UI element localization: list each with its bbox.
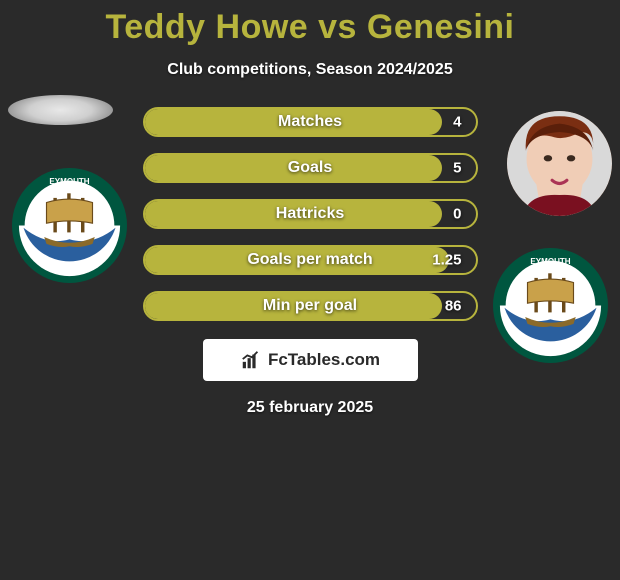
infographic-root: Teddy Howe vs Genesini Club competitions… [0, 0, 620, 417]
stat-bar-label: Goals [288, 159, 332, 177]
branding-text: FcTables.com [268, 350, 380, 370]
content-area: EYMOUTH EYMOUTH Matches 4 Goals 5 Hattricks 0… [0, 103, 620, 417]
svg-text:EYMOUTH: EYMOUTH [530, 257, 570, 266]
stat-bar: Goals 5 [143, 153, 478, 183]
stat-bar-value: 5 [453, 160, 461, 177]
stat-bar: Matches 4 [143, 107, 478, 137]
player-right-avatar [507, 111, 612, 216]
stat-bar-value: 0 [453, 206, 461, 223]
player-left-placeholder [8, 95, 113, 125]
stat-bar: Min per goal 86 [143, 291, 478, 321]
page-title: Teddy Howe vs Genesini [0, 8, 620, 47]
stat-bar-value: 86 [445, 298, 462, 315]
svg-text:EYMOUTH: EYMOUTH [49, 177, 89, 186]
club-crest-left: EYMOUTH [12, 168, 127, 283]
club-crest-right: EYMOUTH [493, 248, 608, 363]
stat-bar-label: Goals per match [247, 251, 372, 269]
stat-bar: Goals per match 1.25 [143, 245, 478, 275]
stat-bars: Matches 4 Goals 5 Hattricks 0 Goals per match 1… [143, 103, 478, 321]
stat-bar-label: Matches [278, 113, 342, 131]
stat-bar-value: 1.25 [432, 252, 461, 269]
branding-badge: FcTables.com [203, 339, 418, 381]
stat-bar-value: 4 [453, 114, 461, 131]
stat-bar-label: Min per goal [263, 297, 357, 315]
date-text: 25 february 2025 [0, 399, 620, 417]
subtitle: Club competitions, Season 2024/2025 [0, 61, 620, 79]
stat-bar: Hattricks 0 [143, 199, 478, 229]
stat-bar-label: Hattricks [276, 205, 344, 223]
chart-icon [240, 349, 262, 371]
